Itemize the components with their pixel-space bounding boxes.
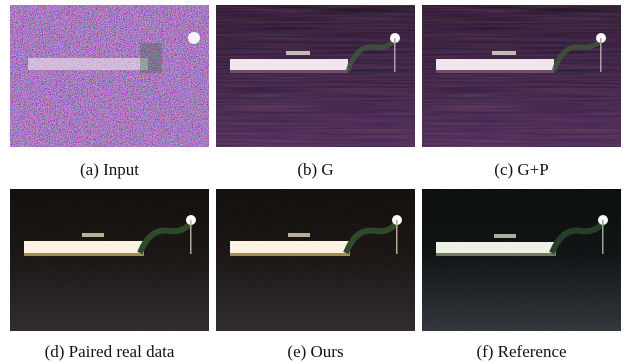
caption-b: (b) G bbox=[297, 160, 334, 179]
caption-f: (f) Reference bbox=[476, 342, 567, 361]
panel-e-image bbox=[216, 189, 415, 331]
caption-c: (c) G+P bbox=[494, 160, 549, 179]
panel-c-image bbox=[422, 5, 621, 147]
caption-d: (d) Paired real data bbox=[44, 342, 175, 361]
ours-photo bbox=[216, 189, 415, 331]
reference-photo bbox=[422, 189, 621, 331]
denoised-photo-g bbox=[216, 5, 415, 147]
panel-f-image bbox=[422, 189, 621, 331]
noisy-input-photo bbox=[10, 5, 209, 147]
caption-a: (a) Input bbox=[79, 160, 139, 179]
caption-e: (e) Ours bbox=[287, 342, 344, 361]
panel-a-image bbox=[10, 5, 209, 147]
denoised-photo-gp bbox=[422, 5, 621, 147]
panel-d-image bbox=[10, 189, 209, 331]
panel-b-image bbox=[216, 5, 415, 147]
paired-real-data-photo bbox=[10, 189, 209, 331]
